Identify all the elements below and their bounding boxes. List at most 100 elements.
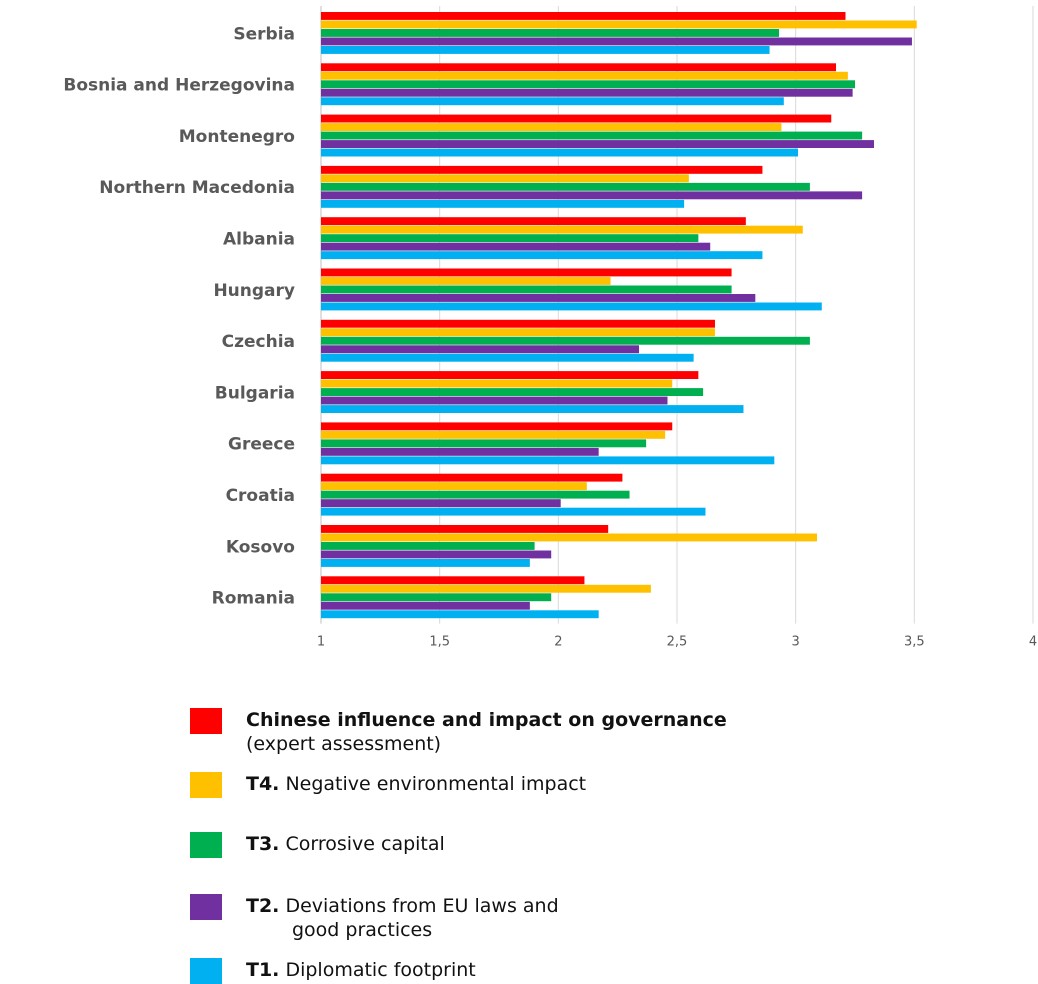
bar	[321, 379, 673, 388]
x-tick-label: 3	[792, 635, 800, 650]
bar	[321, 345, 640, 354]
category-labels: Serbia Bosnia and Herzegovina Montenegro No…	[63, 24, 295, 608]
legend-prefix-t4: T4.	[246, 773, 280, 795]
bar	[321, 29, 780, 37]
x-tick-label: 3,5	[904, 635, 925, 650]
bar	[321, 507, 706, 516]
legend-item-t1: T1. Diplomatic footprint	[190, 958, 476, 984]
category-label: Northern Macedonia	[99, 178, 295, 198]
category-label: Kosovo	[226, 537, 295, 557]
bar	[321, 217, 746, 226]
legend-item-t3: T3. Corrosive capital	[190, 832, 445, 858]
bar	[321, 182, 810, 191]
bar	[321, 584, 651, 593]
category-label: Greece	[228, 435, 295, 455]
x-tick-label: 2,5	[667, 635, 688, 650]
category-label: Bulgaria	[215, 383, 295, 403]
bar	[321, 336, 810, 345]
category-label: Serbia	[233, 24, 295, 44]
legend-label-governance: Chinese influence and impact on governan…	[246, 709, 727, 731]
bar	[321, 456, 775, 465]
bar	[321, 525, 609, 533]
bar	[321, 422, 673, 431]
category-label: Montenegro	[179, 127, 295, 147]
bar-chart: Serbia Bosnia and Herzegovina Montenegro No…	[63, 6, 1037, 650]
bar	[321, 71, 848, 80]
bar	[321, 302, 822, 311]
bar	[321, 593, 552, 602]
x-tick-label: 4	[1029, 635, 1037, 650]
bar	[321, 140, 874, 148]
bar	[321, 225, 803, 234]
bar	[321, 285, 732, 294]
bar	[321, 88, 853, 97]
bar	[321, 268, 732, 277]
bar	[321, 37, 912, 46]
bar	[321, 277, 611, 285]
bar	[321, 473, 623, 482]
legend-text-t2: T2. Deviations from EU laws and good pra…	[246, 894, 559, 942]
legend-label-t2-line2: good practices	[292, 919, 433, 941]
x-tick-label: 1,5	[429, 635, 450, 650]
gridlines	[320, 6, 1034, 624]
legend-prefix-t1: T1.	[246, 959, 280, 981]
legend-text-t3: T3. Corrosive capital	[246, 832, 445, 856]
bar	[321, 148, 799, 157]
bar	[321, 559, 530, 567]
legend-label-t1: Diplomatic footprint	[285, 959, 476, 981]
legend-prefix-t2: T2.	[246, 895, 280, 917]
bar	[321, 328, 715, 337]
bar	[321, 430, 666, 439]
legend-item-t4: T4. Negative environmental impact	[190, 772, 586, 798]
legend-text-governance: Chinese influence and impact on governan…	[246, 708, 727, 756]
bar	[321, 371, 699, 379]
bar	[321, 131, 863, 140]
bar	[321, 439, 647, 448]
bar	[321, 490, 630, 499]
bar	[321, 199, 685, 208]
bar	[321, 542, 535, 550]
bar	[321, 80, 855, 89]
bar	[321, 234, 699, 243]
bar	[321, 482, 587, 491]
bar	[321, 533, 818, 542]
category-label: Croatia	[226, 486, 295, 506]
bar	[321, 12, 846, 20]
category-label: Czechia	[222, 332, 295, 352]
x-tick-label: 1	[317, 635, 325, 650]
bar	[321, 353, 694, 362]
bar	[321, 550, 552, 559]
bars	[321, 12, 917, 619]
legend-text-t1: T1. Diplomatic footprint	[246, 958, 476, 982]
bar	[321, 601, 530, 610]
bar	[321, 405, 744, 413]
x-tick-labels: 1 1,5 2 2,5 3 3,5 4	[317, 635, 1037, 650]
bar	[321, 191, 863, 200]
legend-item-t2: T2. Deviations from EU laws and good pra…	[190, 894, 559, 942]
bar	[321, 251, 763, 260]
bar	[321, 114, 832, 123]
legend-text-t4: T4. Negative environmental impact	[246, 772, 586, 796]
legend-label-t2: Deviations from EU laws and	[285, 895, 559, 917]
legend-swatch-t1	[190, 958, 222, 984]
category-label: Romania	[212, 589, 295, 609]
legend-item-governance: Chinese influence and impact on governan…	[190, 708, 727, 756]
bar	[321, 174, 689, 183]
bar	[321, 46, 770, 54]
legend-label-governance-line2: (expert assessment)	[246, 733, 442, 755]
bar	[321, 576, 585, 585]
bar	[321, 123, 782, 131]
bar	[321, 447, 599, 456]
legend-prefix-t3: T3.	[246, 833, 280, 855]
legend-label-t4: Negative environmental impact	[285, 773, 587, 795]
category-label: Albania	[223, 229, 295, 249]
legend-swatch-governance	[190, 708, 222, 734]
bar	[321, 319, 715, 328]
bar	[321, 97, 784, 106]
legend-swatch-t2	[190, 894, 222, 920]
category-label: Bosnia and Herzegovina	[63, 76, 295, 96]
bar	[321, 20, 917, 29]
bar	[321, 388, 704, 396]
legend-swatch-t3	[190, 832, 222, 858]
bar	[321, 610, 599, 619]
